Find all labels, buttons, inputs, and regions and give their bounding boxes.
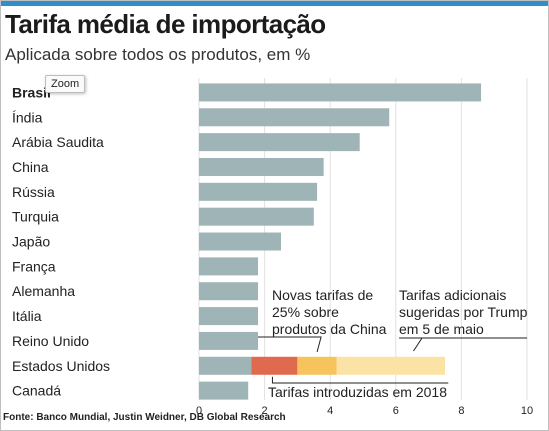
bar bbox=[199, 257, 259, 276]
category-label: França bbox=[12, 258, 56, 274]
bar bbox=[199, 331, 259, 350]
bar-segment bbox=[336, 356, 445, 375]
bar bbox=[199, 108, 390, 127]
bar bbox=[199, 381, 249, 400]
category-label: Japão bbox=[12, 234, 50, 250]
bar bbox=[199, 182, 318, 201]
category-label: Rússia bbox=[12, 184, 55, 200]
bar bbox=[199, 157, 324, 176]
category-label: Brasil bbox=[12, 84, 51, 100]
category-label: Reino Unido bbox=[12, 333, 89, 349]
category-label: China bbox=[12, 159, 49, 175]
bar bbox=[199, 282, 259, 301]
category-label: Índia bbox=[12, 109, 43, 125]
bar bbox=[199, 207, 314, 226]
category-label: Alemanha bbox=[12, 283, 75, 299]
tick-label: 0 bbox=[196, 405, 202, 417]
source-note: Fonte: Banco Mundial, Justin Weidner, DB… bbox=[3, 412, 286, 423]
annotation-2018: Tarifas introduzidas em 2018 bbox=[268, 384, 447, 400]
annotation-leader bbox=[258, 336, 322, 353]
tick-label: 2 bbox=[262, 405, 268, 417]
category-label: Arábia Saudita bbox=[12, 134, 104, 150]
bar bbox=[199, 83, 482, 102]
chart-title: Tarifa média de importação bbox=[5, 9, 326, 39]
tick-label: 10 bbox=[521, 405, 533, 417]
zoom-tooltip: Zoom bbox=[45, 75, 86, 93]
tick-label: 6 bbox=[393, 405, 399, 417]
bar bbox=[199, 356, 252, 375]
annotation-china: Novas tarifas de 25% sobre produtos da Chi… bbox=[272, 287, 387, 337]
tick-label: 8 bbox=[458, 405, 464, 417]
bar-segment bbox=[297, 356, 337, 375]
category-label: Estados Unidos bbox=[12, 358, 110, 374]
bar bbox=[199, 307, 259, 326]
bar bbox=[199, 232, 281, 251]
annotation-trump: Tarifas adicionais sugeridas por Trump em … bbox=[399, 287, 528, 337]
tick-label: 4 bbox=[327, 405, 333, 417]
bar-segment bbox=[251, 356, 298, 375]
category-label: Canadá bbox=[12, 383, 61, 399]
annotation-leader bbox=[271, 376, 449, 384]
bar bbox=[199, 133, 360, 152]
chart-subtitle: Aplicada sobre todos os produtos, em % bbox=[5, 45, 311, 64]
accent-bar bbox=[1, 1, 548, 6]
category-label: Itália bbox=[12, 308, 42, 324]
annotation-leader bbox=[413, 337, 423, 352]
category-label: Turquia bbox=[12, 209, 59, 225]
